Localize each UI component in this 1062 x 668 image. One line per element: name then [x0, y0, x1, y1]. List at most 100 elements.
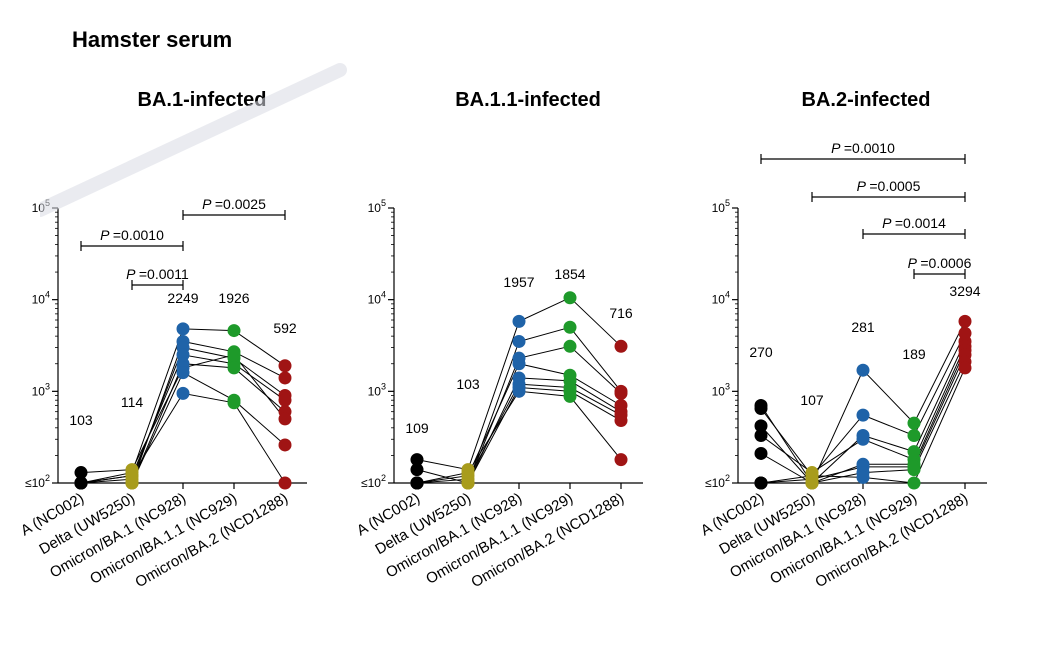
data-point — [754, 476, 768, 490]
data-point — [227, 396, 241, 410]
p-value-label: P =0.0005 — [857, 178, 921, 194]
y-tick-label: 103 — [32, 381, 50, 398]
data-point — [512, 334, 526, 348]
subject-line — [81, 363, 286, 484]
p-value-label: P =0.0011 — [126, 266, 189, 282]
y-tick-label: 105 — [712, 198, 730, 215]
y-tick-label: ≤102 — [25, 473, 50, 490]
data-point — [907, 476, 921, 490]
data-point — [856, 470, 870, 484]
data-point — [907, 463, 921, 477]
data-point — [278, 371, 292, 385]
data-point — [410, 463, 424, 477]
data-point — [278, 438, 292, 452]
data-point — [176, 348, 190, 362]
data-point — [176, 386, 190, 400]
figure-title: Hamster serum — [72, 27, 232, 52]
gmt-label: 189 — [902, 346, 926, 362]
y-tick-label: 103 — [368, 381, 386, 398]
gmt-label: 107 — [800, 392, 824, 408]
p-value-label: P =0.0014 — [882, 215, 946, 231]
data-point — [176, 366, 190, 380]
data-point — [907, 416, 921, 430]
data-point — [512, 384, 526, 398]
y-tick-label: 104 — [712, 290, 730, 307]
data-point — [512, 314, 526, 328]
subject-line — [416, 390, 622, 484]
data-point — [856, 432, 870, 446]
data-point — [227, 324, 241, 338]
data-point — [563, 339, 577, 353]
y-tick-label: 105 — [32, 198, 50, 215]
data-point — [563, 291, 577, 305]
gmt-label: 1926 — [218, 290, 249, 306]
gmt-label: 114 — [121, 394, 144, 410]
data-point — [227, 348, 241, 362]
gmt-label: 592 — [273, 320, 297, 336]
subject-line — [416, 326, 622, 484]
data-point — [176, 322, 190, 336]
data-point — [754, 419, 768, 433]
gmt-label: 1957 — [503, 274, 534, 290]
data-point — [125, 469, 139, 483]
data-point — [278, 476, 292, 490]
gmt-label: 103 — [456, 376, 480, 392]
y-tick-label: ≤102 — [705, 473, 730, 490]
subject-line — [417, 386, 622, 484]
data-point — [614, 339, 628, 353]
data-point — [614, 414, 628, 428]
gmt-label: 103 — [69, 412, 93, 428]
data-point — [614, 386, 628, 400]
subject-line — [80, 392, 286, 484]
p-value-label: P =0.0010 — [831, 140, 895, 156]
p-value-label: P =0.0010 — [100, 227, 164, 243]
y-tick-label: 104 — [32, 290, 50, 307]
data-point — [754, 446, 768, 460]
data-point — [563, 389, 577, 403]
gmt-label: 1854 — [554, 266, 585, 282]
data-point — [74, 476, 88, 490]
gmt-label: 2249 — [167, 290, 198, 306]
data-point — [461, 466, 475, 480]
panel-title: BA.2-infected — [802, 89, 931, 111]
gmt-label: 716 — [609, 305, 633, 321]
data-point — [410, 476, 424, 490]
subject-line — [760, 333, 966, 477]
data-point — [614, 453, 628, 467]
data-point — [958, 361, 972, 375]
gmt-label: 3294 — [949, 283, 980, 299]
panel-title: BA.1.1-infected — [455, 89, 601, 111]
data-point — [856, 408, 870, 422]
data-point — [74, 466, 88, 480]
data-point — [278, 359, 292, 373]
gmt-label: 109 — [405, 420, 429, 436]
data-point — [278, 393, 292, 407]
data-point — [563, 320, 577, 334]
data-point — [461, 476, 475, 490]
data-point — [410, 453, 424, 467]
p-value-label: P =0.0006 — [908, 255, 972, 271]
data-point — [958, 314, 972, 328]
data-point — [754, 401, 768, 415]
panel-title: BA.1-infected — [138, 89, 267, 111]
data-point — [512, 357, 526, 371]
data-point — [278, 412, 292, 426]
y-tick-label: 103 — [712, 381, 730, 398]
data-point — [227, 361, 241, 375]
subject-line — [416, 383, 622, 484]
data-point — [907, 428, 921, 442]
gmt-label: 281 — [851, 319, 875, 335]
data-point — [754, 428, 768, 442]
gmt-label: 270 — [749, 344, 773, 360]
data-point — [856, 363, 870, 377]
p-value-label: P =0.0025 — [202, 196, 266, 212]
y-tick-label: ≤102 — [361, 473, 386, 490]
y-tick-label: 104 — [368, 290, 386, 307]
y-tick-label: 105 — [368, 198, 386, 215]
data-point — [805, 469, 819, 483]
